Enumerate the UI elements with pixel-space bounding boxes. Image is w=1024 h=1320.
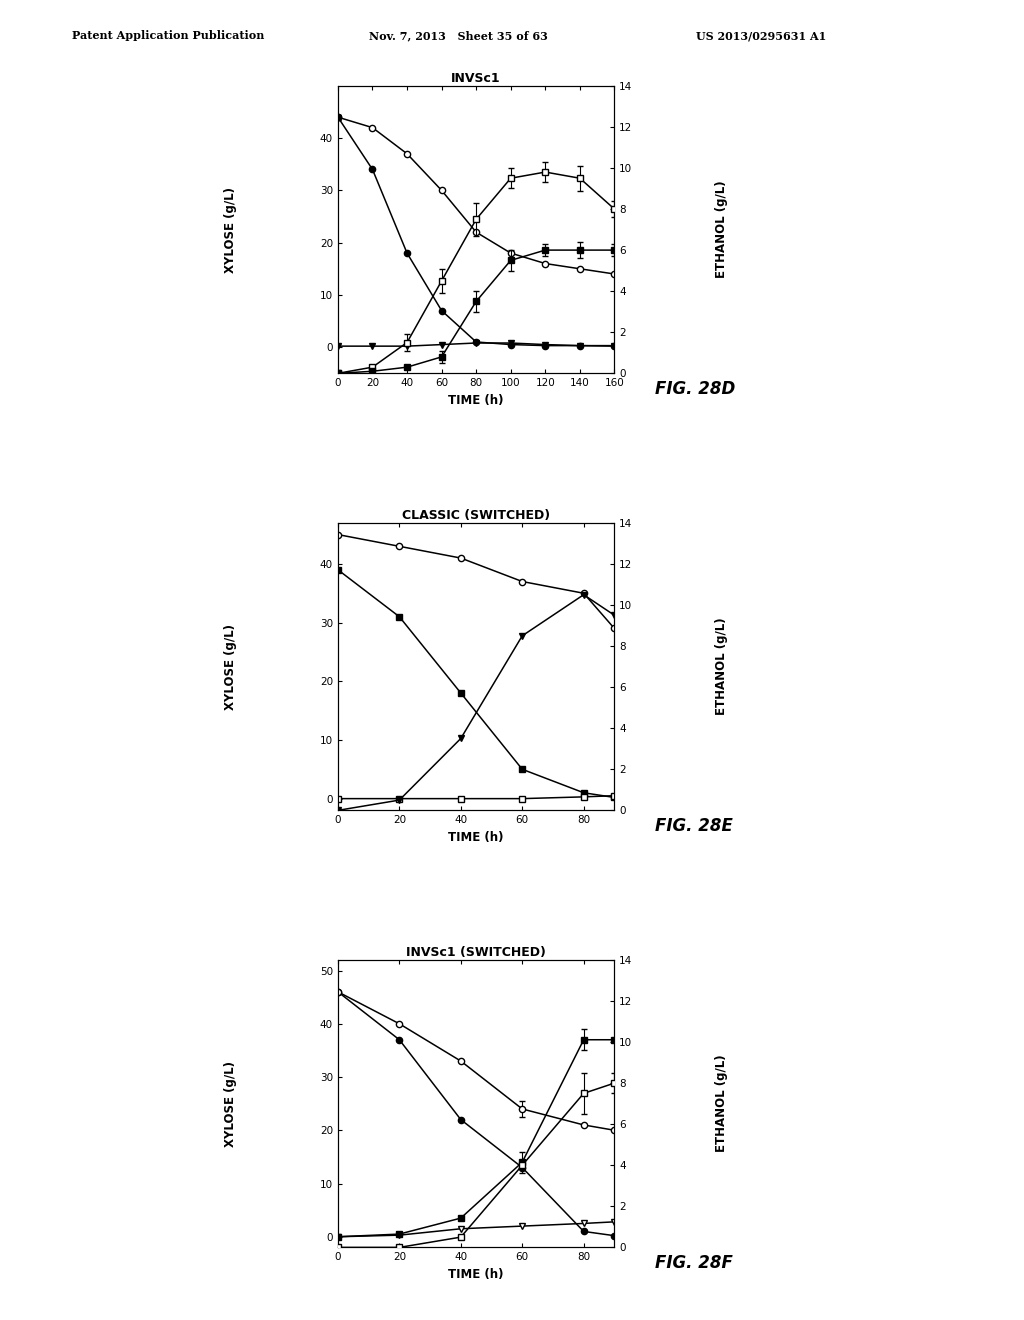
Text: XYLOSE (g/L): XYLOSE (g/L) [224,186,237,272]
Text: US 2013/0295631 A1: US 2013/0295631 A1 [696,30,826,41]
X-axis label: TIME (h): TIME (h) [449,1267,504,1280]
Text: Patent Application Publication: Patent Application Publication [72,30,264,41]
Text: FIG. 28E: FIG. 28E [655,817,733,836]
Text: XYLOSE (g/L): XYLOSE (g/L) [224,1061,237,1147]
X-axis label: TIME (h): TIME (h) [449,393,504,407]
Text: Nov. 7, 2013   Sheet 35 of 63: Nov. 7, 2013 Sheet 35 of 63 [369,30,548,41]
Text: ETHANOL (g/L): ETHANOL (g/L) [716,181,728,279]
Text: FIG. 28F: FIG. 28F [655,1254,733,1272]
Title: CLASSIC (SWITCHED): CLASSIC (SWITCHED) [402,508,550,521]
X-axis label: TIME (h): TIME (h) [449,830,504,843]
Text: ETHANOL (g/L): ETHANOL (g/L) [716,618,728,715]
Text: FIG. 28D: FIG. 28D [655,380,735,397]
Title: INVSc1: INVSc1 [452,71,501,84]
Text: ETHANOL (g/L): ETHANOL (g/L) [716,1055,728,1152]
Text: XYLOSE (g/L): XYLOSE (g/L) [224,623,237,710]
Title: INVSc1 (SWITCHED): INVSc1 (SWITCHED) [407,945,546,958]
